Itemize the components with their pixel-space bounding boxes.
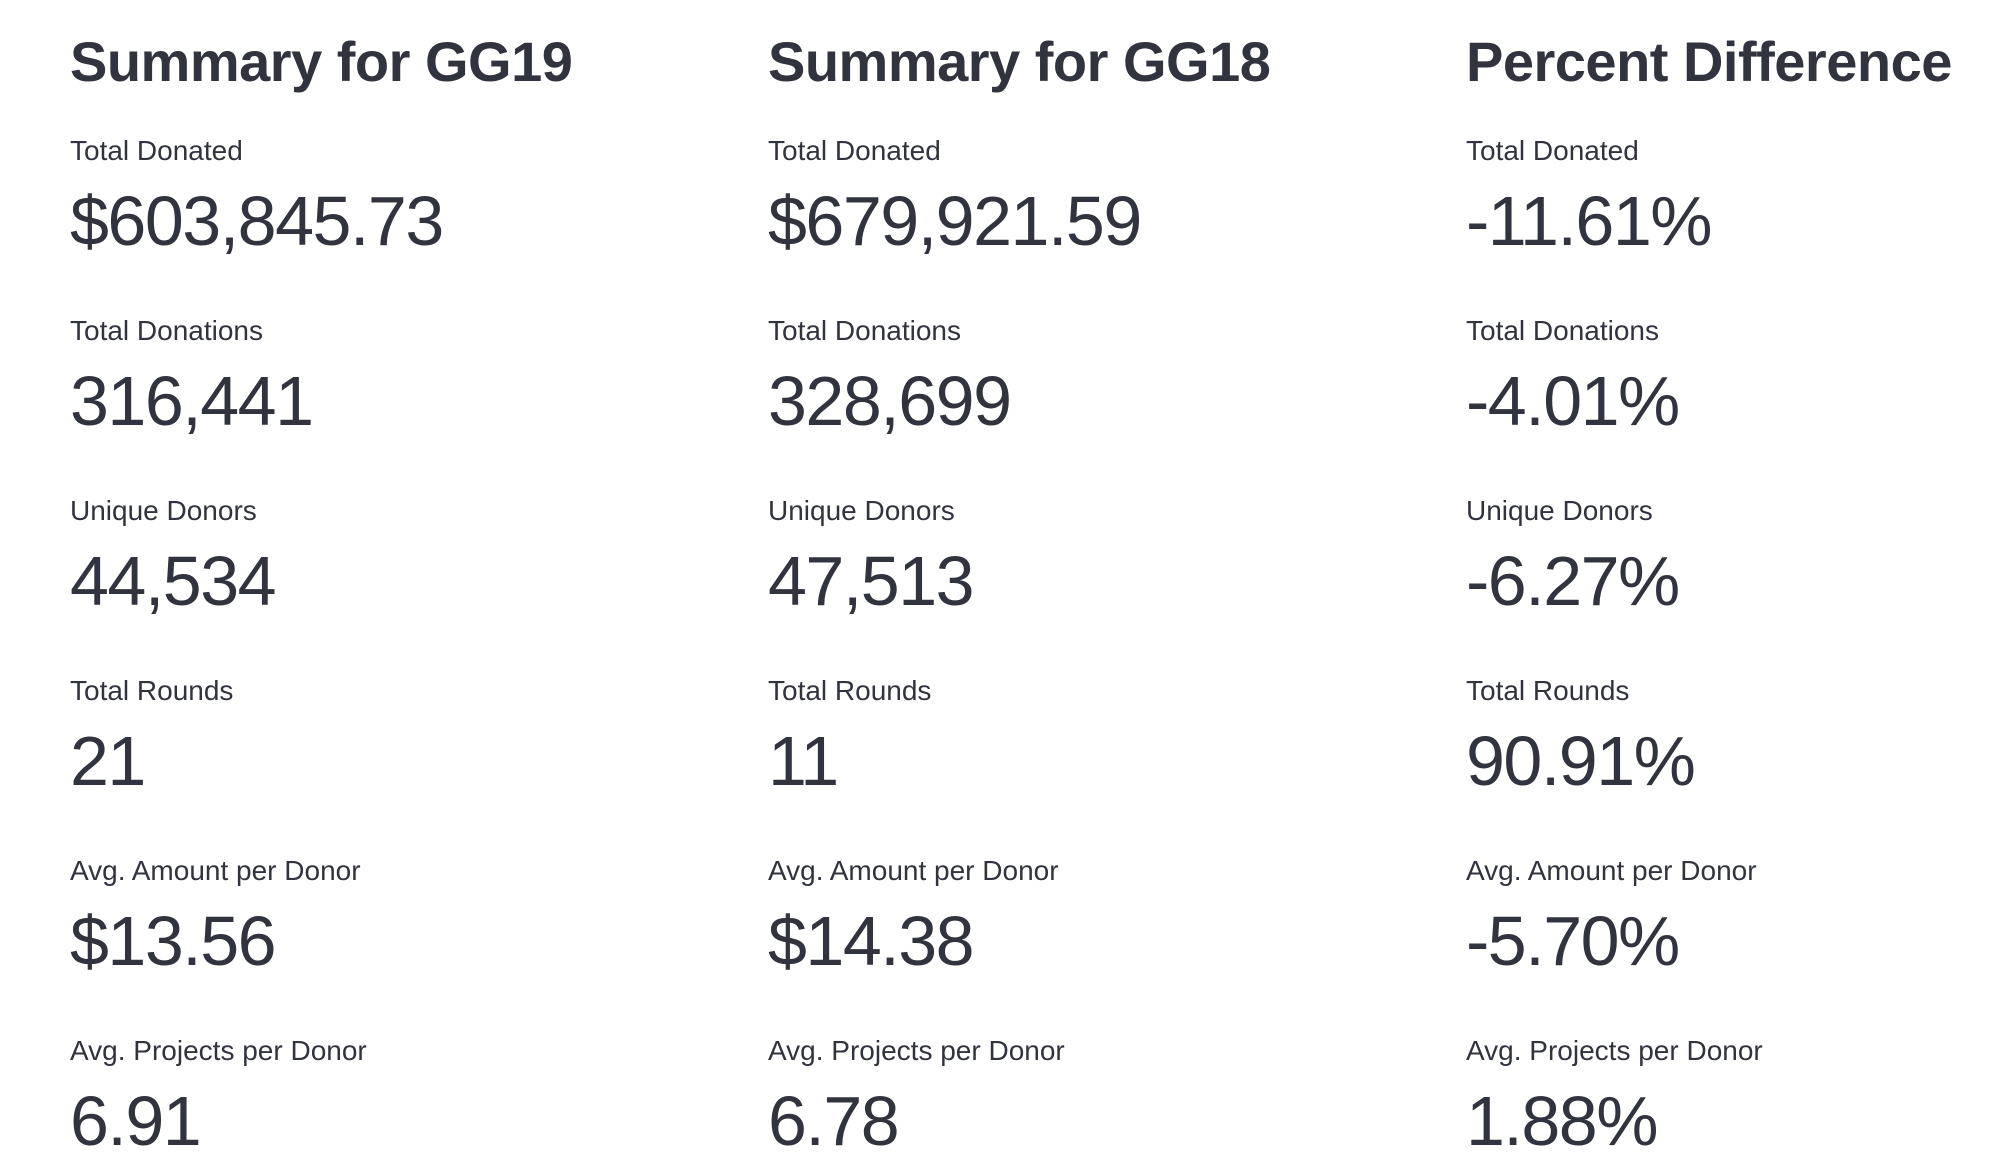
column-title-percent-difference: Percent Difference (1466, 30, 1952, 93)
metric-label: Total Donations (1466, 315, 1660, 346)
column-title-gg19: Summary for GG19 (70, 30, 573, 93)
diff-avg-projects-per-donor-metric: Avg. Projects per Donor 1.88% (1466, 1033, 2012, 1162)
gg19-total-rounds-metric: Total Rounds 21 (70, 673, 734, 802)
gg19-total-donated-metric: Total Donated $603,845.73 (70, 133, 734, 262)
gg19-unique-donors-metric: Unique Donors 44,534 (70, 493, 734, 622)
gg18-unique-donors-metric: Unique Donors 47,513 (768, 493, 1432, 622)
gg19-total-donations-metric: Total Donations 316,441 (70, 313, 734, 442)
metric-label: Avg. Amount per Donor (768, 855, 1059, 886)
metric-value: 44,534 (70, 542, 277, 620)
metric-value: 1.88% (1466, 1082, 1658, 1160)
metric-value: -11.61% (1466, 182, 1713, 260)
metric-label: Avg. Projects per Donor (70, 1035, 367, 1066)
column-title-gg18: Summary for GG18 (768, 30, 1271, 93)
metric-value: $603,845.73 (70, 182, 444, 260)
metric-label: Total Donated (70, 135, 243, 166)
metric-value: 6.91 (70, 1082, 202, 1160)
diff-total-donated-metric: Total Donated -11.61% (1466, 133, 2012, 262)
gg19-avg-projects-per-donor-metric: Avg. Projects per Donor 6.91 (70, 1033, 734, 1162)
summary-column-gg18: Summary for GG18 Total Donated $679,921.… (768, 28, 1432, 1170)
metric-value: 328,699 (768, 362, 1012, 440)
gg18-total-rounds-metric: Total Rounds 11 (768, 673, 1432, 802)
metric-label: Total Rounds (768, 675, 932, 706)
metric-label: Unique Donors (768, 495, 955, 526)
gg18-avg-amount-per-donor-metric: Avg. Amount per Donor $14.38 (768, 853, 1432, 982)
diff-total-donations-metric: Total Donations -4.01% (1466, 313, 2012, 442)
metric-value: $13.56 (70, 902, 277, 980)
percent-difference-column: Percent Difference Total Donated -11.61%… (1466, 28, 2012, 1170)
metric-label: Total Rounds (70, 675, 234, 706)
gg19-avg-amount-per-donor-metric: Avg. Amount per Donor $13.56 (70, 853, 734, 982)
metric-label: Avg. Amount per Donor (70, 855, 361, 886)
metric-label: Total Donations (768, 315, 962, 346)
metric-label: Unique Donors (70, 495, 257, 526)
metric-label: Avg. Projects per Donor (768, 1035, 1065, 1066)
metric-value: -6.27% (1466, 542, 1680, 620)
metric-value: 21 (70, 722, 146, 800)
gg18-avg-projects-per-donor-metric: Avg. Projects per Donor 6.78 (768, 1033, 1432, 1162)
metric-value: 47,513 (768, 542, 975, 620)
metric-value: 11 (768, 722, 839, 800)
metric-value: 6.78 (768, 1082, 900, 1160)
metric-label: Total Donated (1466, 135, 1639, 166)
metric-label: Total Donated (768, 135, 941, 166)
metric-label: Avg. Amount per Donor (1466, 855, 1757, 886)
metric-label: Total Rounds (1466, 675, 1630, 706)
gg18-total-donations-metric: Total Donations 328,699 (768, 313, 1432, 442)
gg18-total-donated-metric: Total Donated $679,921.59 (768, 133, 1432, 262)
metric-value: 90.91% (1466, 722, 1696, 800)
diff-total-rounds-metric: Total Rounds 90.91% (1466, 673, 2012, 802)
diff-unique-donors-metric: Unique Donors -6.27% (1466, 493, 2012, 622)
metric-value: $14.38 (768, 902, 975, 980)
metric-value: -5.70% (1466, 902, 1680, 980)
diff-avg-amount-per-donor-metric: Avg. Amount per Donor -5.70% (1466, 853, 2012, 982)
metric-value: 316,441 (70, 362, 314, 440)
summary-column-gg19: Summary for GG19 Total Donated $603,845.… (70, 28, 734, 1170)
metric-label: Unique Donors (1466, 495, 1653, 526)
metric-value: -4.01% (1466, 362, 1680, 440)
metric-value: $679,921.59 (768, 182, 1142, 260)
metric-label: Total Donations (70, 315, 264, 346)
metric-label: Avg. Projects per Donor (1466, 1035, 1763, 1066)
